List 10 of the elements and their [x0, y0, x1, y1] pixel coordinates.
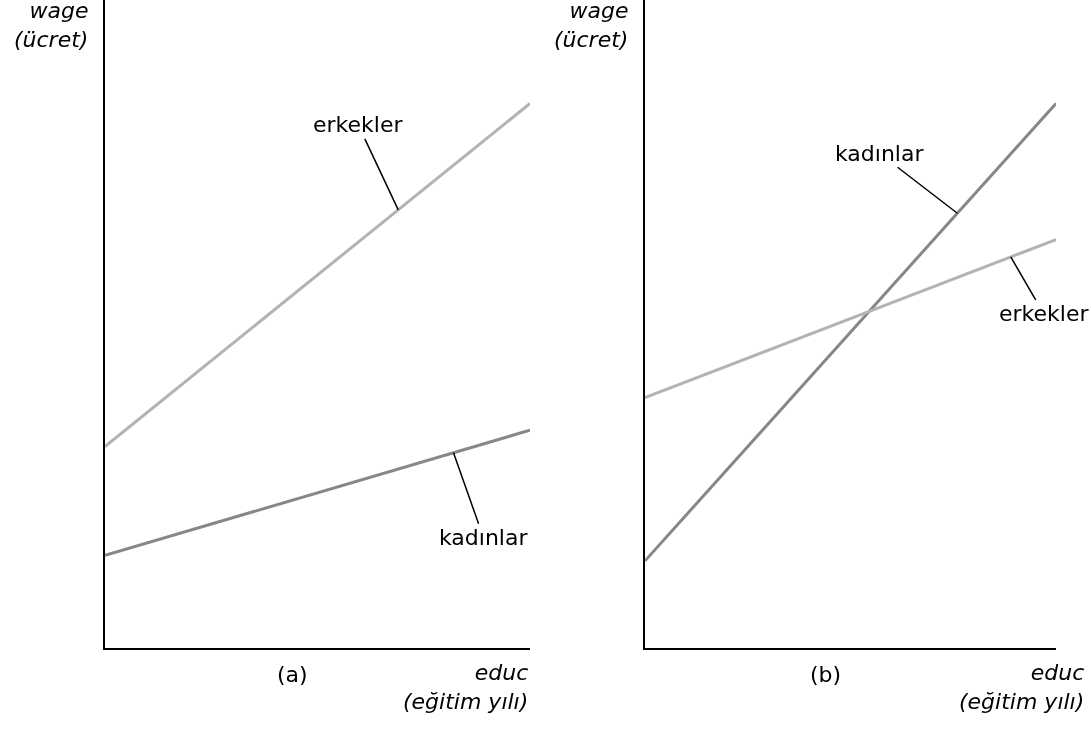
text: (b): [810, 662, 842, 687]
series-label: erkekler: [999, 301, 1090, 326]
x-axis-title: educ (eğitim yılı): [403, 660, 529, 714]
y-axis-title: wage (ücret): [14, 0, 89, 52]
text: kadınlar: [835, 141, 925, 166]
y-axis-title: wage (ücret): [554, 0, 629, 52]
text: (a): [277, 662, 308, 687]
x-axis-title: educ (eğitim yılı): [959, 660, 1085, 714]
text: kadınlar: [439, 525, 529, 550]
text: erkekler: [313, 112, 404, 137]
